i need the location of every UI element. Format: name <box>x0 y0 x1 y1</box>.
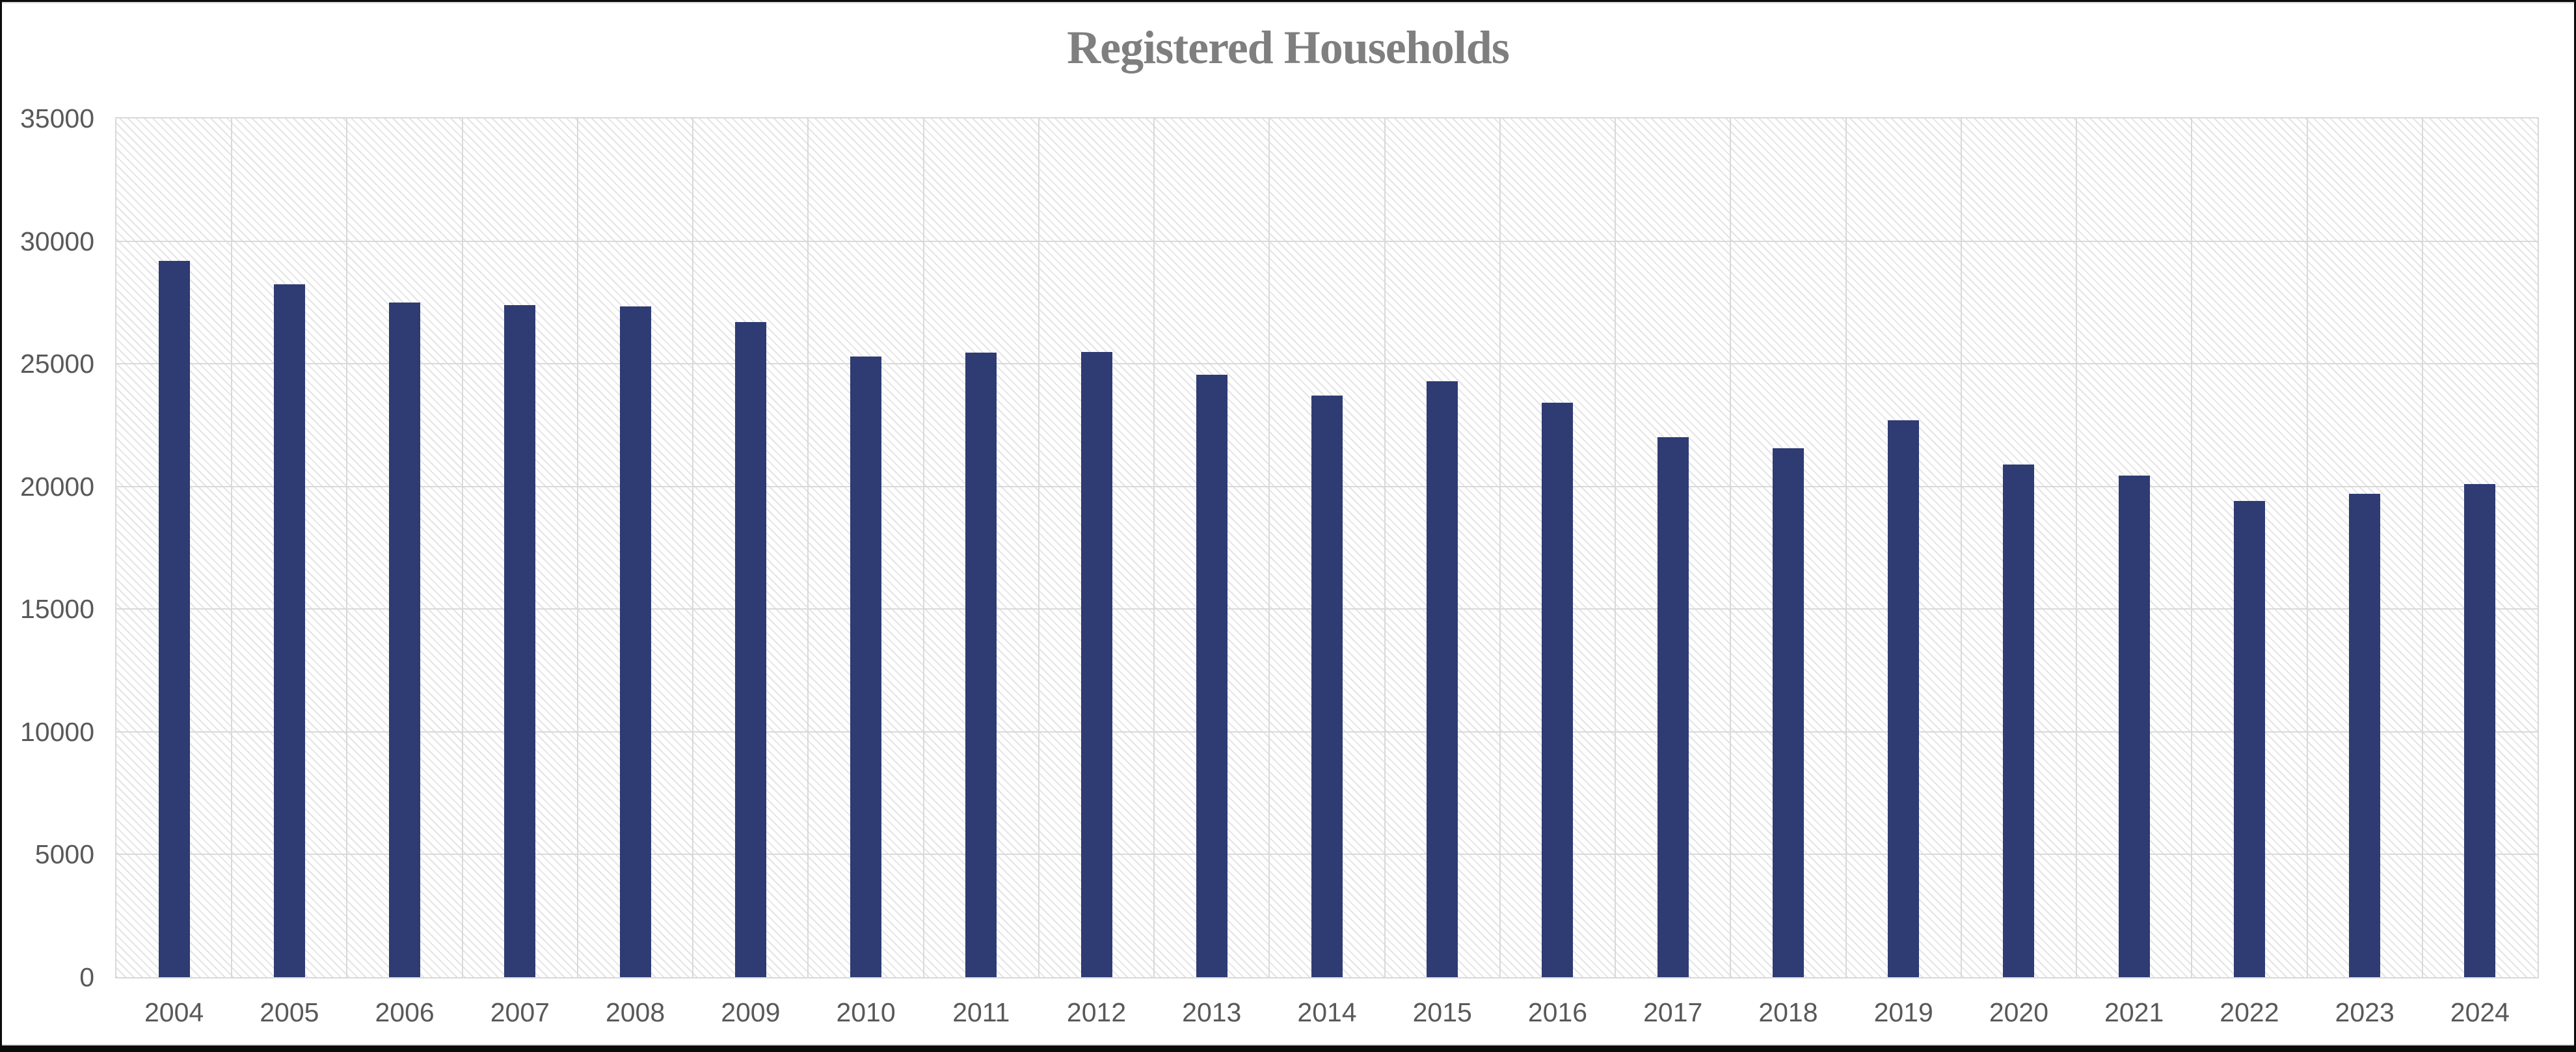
v-gridline <box>1730 118 1732 977</box>
y-axis-tick-label: 30000 <box>20 226 94 256</box>
x-axis-tick-label: 2021 <box>2104 997 2164 1027</box>
bar-2024 <box>2464 483 2496 977</box>
bar-2007 <box>504 304 536 977</box>
bar-2023 <box>2349 494 2381 977</box>
v-gridline <box>2191 118 2193 977</box>
y-axis-tick-label: 15000 <box>20 594 94 625</box>
x-axis-tick-label: 2011 <box>952 997 1010 1027</box>
x-axis-tick-label: 2010 <box>836 997 896 1027</box>
x-axis-tick-label: 2005 <box>260 997 319 1027</box>
v-gridline <box>1384 118 1386 977</box>
x-axis-tick-label: 2024 <box>2450 997 2510 1027</box>
bar-2017 <box>1657 437 1689 977</box>
y-axis-tick-label: 25000 <box>20 349 94 379</box>
x-axis-tick-label: 2019 <box>1873 997 1933 1027</box>
x-axis-tick-label: 2013 <box>1182 997 1242 1027</box>
v-gridline <box>2076 118 2078 977</box>
x-axis-tick-label: 2022 <box>2220 997 2279 1027</box>
bar-2013 <box>1196 375 1228 977</box>
bar-2012 <box>1080 352 1112 977</box>
bar-2021 <box>2118 475 2150 977</box>
x-axis-tick-label: 2009 <box>721 997 781 1027</box>
y-axis-tick-label: 5000 <box>34 839 94 870</box>
x-axis-tick-label: 2006 <box>375 997 435 1027</box>
v-gridline <box>1153 118 1155 977</box>
x-axis-tick-label: 2020 <box>1989 997 2049 1027</box>
x-axis-tick-label: 2017 <box>1643 997 1703 1027</box>
bar-2016 <box>1542 403 1574 977</box>
v-gridline <box>346 118 348 977</box>
y-axis-tick-label: 35000 <box>20 103 94 133</box>
bar-2008 <box>619 306 651 977</box>
y-axis-tick-label: 10000 <box>20 716 94 747</box>
v-gridline <box>1268 118 1270 977</box>
v-gridline <box>2306 118 2308 977</box>
bar-2004 <box>158 260 190 977</box>
v-gridline <box>2421 118 2423 977</box>
bar-2022 <box>2233 501 2265 977</box>
bar-2014 <box>1311 396 1343 977</box>
bar-2015 <box>1427 381 1458 977</box>
v-gridline <box>1845 118 1847 977</box>
y-axis-tick-label: 0 <box>79 962 94 992</box>
bar-2005 <box>273 284 305 977</box>
x-axis-tick-label: 2018 <box>1758 997 1818 1027</box>
x-axis-tick-label: 2015 <box>1412 997 1472 1027</box>
v-gridline <box>576 118 578 977</box>
x-axis-tick-label: 2016 <box>1527 997 1588 1027</box>
plot-area <box>115 117 2539 978</box>
v-gridline <box>1499 118 1501 977</box>
bar-2019 <box>1888 420 1920 977</box>
x-axis-tick-label: 2023 <box>2335 997 2395 1027</box>
h-gridline <box>116 240 2538 242</box>
x-axis-tick-label: 2008 <box>605 997 665 1027</box>
v-gridline <box>1960 118 1962 977</box>
x-axis-tick-label: 2007 <box>490 997 550 1027</box>
bar-2010 <box>850 356 882 977</box>
bar-2006 <box>389 302 421 977</box>
v-gridline <box>807 118 809 977</box>
chart-title: Registered Households <box>1067 21 1510 74</box>
v-gridline <box>231 118 233 977</box>
y-axis-tick-label: 20000 <box>20 471 94 502</box>
bar-2009 <box>734 322 766 977</box>
x-axis-tick-label: 2014 <box>1297 997 1357 1027</box>
bar-2018 <box>1772 448 1804 977</box>
x-axis-tick-label: 2012 <box>1066 997 1127 1027</box>
v-gridline <box>461 118 463 977</box>
bar-2011 <box>965 353 997 977</box>
v-gridline <box>692 118 694 977</box>
x-axis-tick-label: 2004 <box>144 997 204 1027</box>
v-gridline <box>1038 118 1040 977</box>
v-gridline <box>922 118 924 977</box>
v-gridline <box>1615 118 1617 977</box>
h-gridline <box>116 363 2538 365</box>
bar-2020 <box>2003 464 2035 977</box>
